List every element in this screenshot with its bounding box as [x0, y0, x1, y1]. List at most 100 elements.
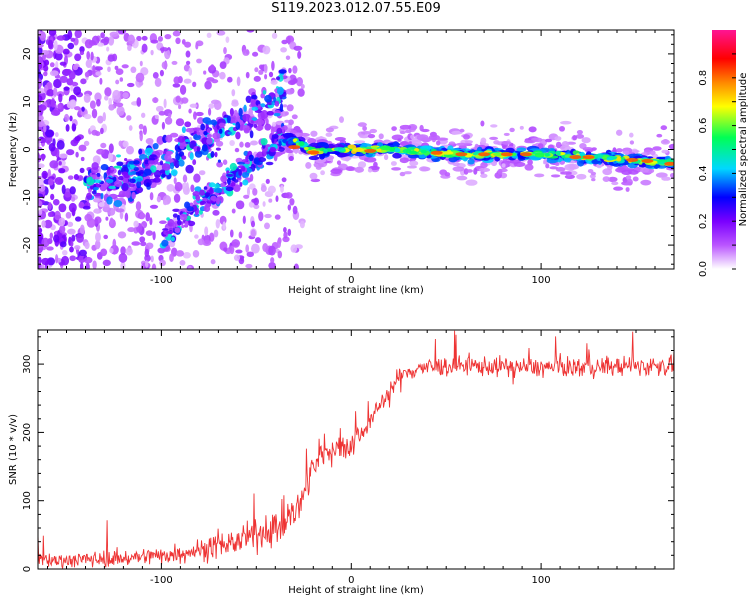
noise-speckle	[47, 202, 52, 210]
band-halo	[661, 149, 668, 154]
noise-speckle	[70, 240, 74, 247]
ridge-lower-point	[226, 177, 232, 185]
noise-speckle	[62, 48, 70, 55]
noise-speckle	[173, 193, 181, 203]
noise-speckle	[248, 183, 256, 190]
noise-speckle	[179, 260, 186, 266]
noise-speckle	[152, 231, 156, 241]
ridge-lower-point	[179, 213, 188, 221]
noise-speckle	[253, 75, 261, 82]
noise-speckle	[245, 263, 253, 269]
ridge-lower-point	[162, 228, 169, 232]
noise-speckle	[115, 208, 125, 213]
noise-speckle	[104, 95, 109, 101]
noise-speckle	[250, 220, 256, 228]
noise-speckle	[125, 247, 133, 256]
noise-speckle	[38, 243, 43, 249]
noise-speckle	[264, 213, 272, 219]
noise-speckle	[277, 250, 283, 259]
band-halo	[669, 173, 674, 178]
hot-spot	[582, 155, 595, 160]
noise-speckle	[65, 124, 70, 132]
noise-speckle	[100, 32, 105, 39]
noise-speckle	[108, 36, 115, 46]
noise-speckle	[78, 201, 85, 209]
ridge-upper-point	[144, 159, 149, 165]
hot-spot	[626, 158, 639, 162]
noise-speckle	[280, 185, 284, 193]
main-band-core	[556, 150, 561, 156]
ridge-upper-point	[243, 127, 250, 134]
noise-speckle	[138, 123, 144, 130]
spectrogram-xtick-label: 100	[532, 275, 551, 286]
band-halo	[534, 173, 545, 178]
ridge-upper-point	[249, 130, 254, 139]
ridge-lower-point	[172, 208, 181, 212]
snr-ytick-label: 100	[22, 491, 33, 510]
colorbar-tick-label: 0.2	[698, 213, 709, 229]
band-halo	[464, 140, 473, 144]
noise-speckle	[126, 145, 134, 155]
band-halo	[668, 143, 674, 150]
ridge-upper-point	[116, 161, 124, 167]
band-halo	[310, 130, 318, 137]
noise-speckle	[83, 113, 92, 120]
noise-speckle	[242, 49, 250, 56]
ridge-upper-point	[113, 165, 122, 169]
band-halo	[524, 163, 534, 171]
band-halo	[399, 157, 409, 164]
noise-speckle	[78, 249, 87, 257]
band-halo	[391, 134, 404, 141]
noise-speckle	[121, 64, 129, 69]
noise-speckle	[240, 256, 244, 262]
band-halo	[652, 146, 662, 151]
band-halo	[463, 134, 470, 140]
band-halo	[559, 125, 565, 132]
noise-speckle	[149, 217, 153, 226]
band-halo	[545, 163, 550, 169]
band-halo	[309, 172, 318, 180]
band-halo	[661, 176, 671, 181]
noise-speckle	[91, 129, 99, 136]
hot-spot	[307, 150, 320, 155]
main-band-core	[333, 147, 346, 152]
band-halo	[305, 161, 312, 169]
noise-speckle	[242, 215, 246, 224]
noise-speckle	[76, 233, 84, 243]
band-halo	[409, 160, 419, 167]
main-band-core	[493, 152, 504, 157]
main-band-core	[410, 150, 418, 155]
noise-speckle	[67, 30, 73, 40]
noise-speckle	[239, 141, 244, 148]
noise-speckle	[253, 204, 260, 210]
noise-speckle	[287, 35, 291, 45]
band-halo	[649, 150, 656, 156]
noise-speckle	[246, 30, 255, 33]
noise-speckle	[106, 46, 110, 52]
noise-speckle	[38, 163, 45, 169]
band-halo	[362, 125, 367, 131]
band-halo	[564, 163, 576, 171]
ridge-lower-point	[238, 168, 243, 177]
noise-speckle	[98, 202, 105, 208]
ridge-lower-point	[166, 217, 170, 221]
noise-speckle	[216, 30, 226, 36]
page-title: S119.2023.012.07.55.E09	[271, 1, 441, 16]
noise-speckle	[136, 35, 142, 42]
band-halo	[357, 122, 367, 127]
noise-speckle	[288, 155, 294, 161]
noise-speckle	[89, 100, 96, 110]
noise-speckle	[203, 70, 207, 75]
band-halo	[284, 119, 290, 123]
noise-speckle	[173, 76, 181, 84]
noise-speckle	[270, 79, 278, 85]
ridge-lower-point	[209, 187, 213, 195]
ridge-upper-point	[129, 178, 136, 184]
noise-speckle	[38, 177, 45, 187]
noise-speckle	[285, 55, 291, 60]
band-halo	[632, 176, 639, 182]
noise-speckle	[262, 243, 269, 252]
noise-speckle	[85, 59, 92, 68]
noise-speckle	[300, 84, 305, 89]
ridge-upper-point	[118, 175, 125, 181]
